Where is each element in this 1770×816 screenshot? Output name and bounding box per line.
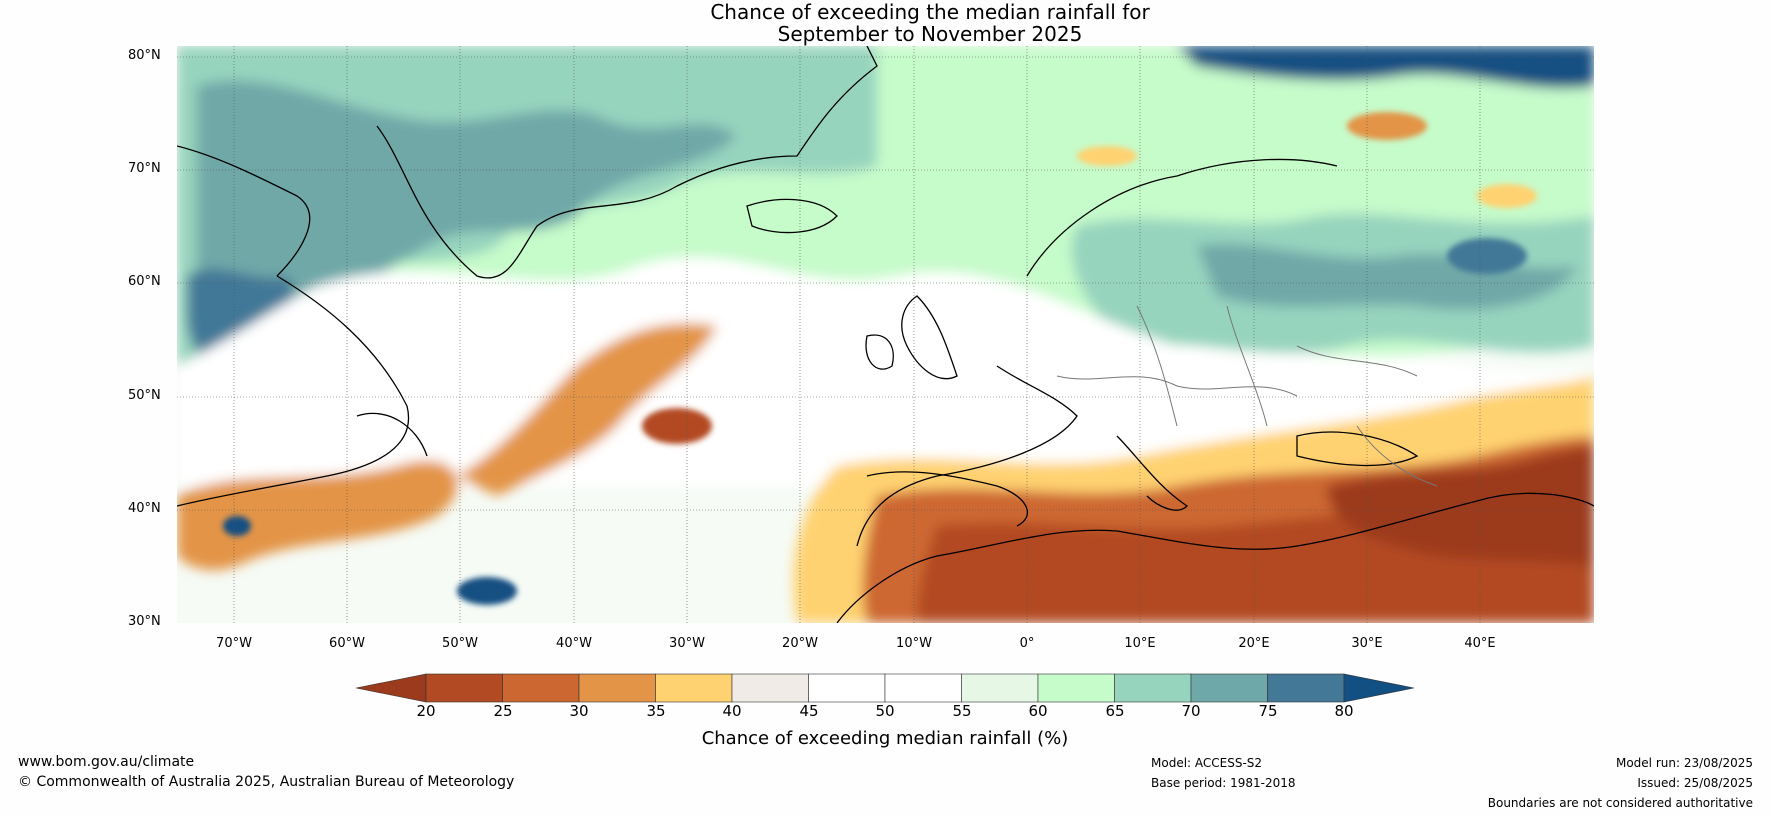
lon-label-60w: 60°W — [329, 636, 365, 651]
graticule — [177, 46, 1594, 623]
colorbar-segment — [1037, 673, 1115, 703]
lon-label-40w: 40°W — [556, 636, 592, 651]
colorbar-tick-30: 30 — [569, 702, 589, 720]
lon-label-20w: 20°W — [782, 636, 818, 651]
footer-base-period: Base period: 1981-2018 — [1151, 776, 1296, 790]
map-title-line1: Chance of exceeding the median rainfall … — [710, 0, 1150, 24]
field-dry-mid-atlantic — [457, 323, 717, 496]
lon-label-10w: 10°W — [896, 636, 932, 651]
colorbar-segment — [731, 673, 809, 703]
footer-disclaimer: Boundaries are not considered authoritat… — [1487, 796, 1753, 810]
colorbar-segment — [502, 673, 580, 703]
coast-europe — [856, 365, 1078, 547]
coastlines — [177, 46, 1594, 623]
colorbar — [355, 673, 1415, 703]
colorbar-segment — [1267, 673, 1345, 703]
colorbar-tick-60: 60 — [1028, 702, 1048, 720]
lat-label-70n: 70°N — [128, 161, 161, 176]
coast-ireland — [865, 334, 894, 370]
lon-label-30w: 30°W — [669, 636, 705, 651]
colorbar-segment — [808, 673, 886, 703]
colorbar-tick-50: 50 — [875, 702, 895, 720]
coast-iberia — [866, 471, 1029, 527]
lon-label-50w: 50°W — [442, 636, 478, 651]
colorbar-segment — [355, 673, 427, 703]
lon-label-30e: 30°E — [1351, 636, 1383, 651]
colorbar-tick-25: 25 — [493, 702, 513, 720]
colorbar-segment — [961, 673, 1039, 703]
coast-italy — [1116, 435, 1189, 511]
lat-label-60n: 60°N — [128, 274, 161, 289]
colorbar-tick-35: 35 — [646, 702, 666, 720]
anomaly-fields — [177, 46, 1594, 623]
coast-greenland — [376, 46, 878, 279]
coast-baffin — [177, 145, 311, 277]
lat-label-30n: 30°N — [128, 614, 161, 629]
colorbar-segment — [1343, 673, 1415, 703]
footer-model: Model: ACCESS-S2 — [1151, 756, 1263, 770]
lat-label-40n: 40°N — [128, 501, 161, 516]
map-title-line2: September to November 2025 — [777, 22, 1083, 46]
colorbar-tick-70: 70 — [1181, 702, 1201, 720]
colorbar-segment — [1114, 673, 1192, 703]
lon-label-0: 0° — [1019, 636, 1035, 651]
coast-britain — [901, 295, 958, 380]
coast-blacksea — [1296, 431, 1419, 467]
colorbar-tick-55: 55 — [952, 702, 972, 720]
colorbar-segment — [425, 673, 503, 703]
colorbar-tick-65: 65 — [1105, 702, 1125, 720]
lon-label-40e: 40°E — [1464, 636, 1496, 651]
footer-copyright: © Commonwealth of Australia 2025, Austra… — [18, 774, 515, 790]
colorbar-tick-20: 20 — [416, 702, 436, 720]
rainfall-map — [177, 46, 1594, 623]
colorbar-segment — [655, 673, 733, 703]
footer-model-run: Model run: 23/08/2025 — [1615, 756, 1753, 770]
field-wet-greenland-deep — [195, 80, 738, 332]
coast-labrador — [177, 275, 410, 507]
field-dry-subtropical-atlantic — [177, 460, 458, 571]
coast-iceland — [746, 198, 838, 234]
colorbar-segment — [578, 673, 656, 703]
lon-label-20e: 20°E — [1238, 636, 1270, 651]
coast-africa — [836, 492, 1594, 623]
coast-norway — [1026, 158, 1338, 277]
colorbar-segment — [884, 673, 962, 703]
coast-newfoundland — [356, 412, 428, 457]
field-dry-east-mediterranean — [1327, 446, 1594, 566]
footer-url[interactable]: www.bom.gov.au/climate — [18, 754, 195, 770]
field-wet-svalbard — [1177, 46, 1594, 89]
lat-label-50n: 50°N — [128, 388, 161, 403]
country-boundaries — [1056, 305, 1438, 487]
footer-issued: Issued: 25/08/2025 — [1637, 776, 1753, 790]
colorbar-tick-40: 40 — [722, 702, 742, 720]
anomaly-patches — [223, 112, 1537, 605]
lon-label-70w: 70°W — [216, 636, 252, 651]
lon-label-10e: 10°E — [1124, 636, 1156, 651]
colorbar-tick-45: 45 — [799, 702, 819, 720]
colorbar-tick-75: 75 — [1258, 702, 1278, 720]
rainfall-map-graphic — [177, 46, 1594, 623]
colorbar-label: Chance of exceeding median rainfall (%) — [701, 728, 1069, 749]
lat-label-80n: 80°N — [128, 48, 161, 63]
colorbar-tick-80: 80 — [1334, 702, 1354, 720]
colorbar-segment — [1190, 673, 1268, 703]
